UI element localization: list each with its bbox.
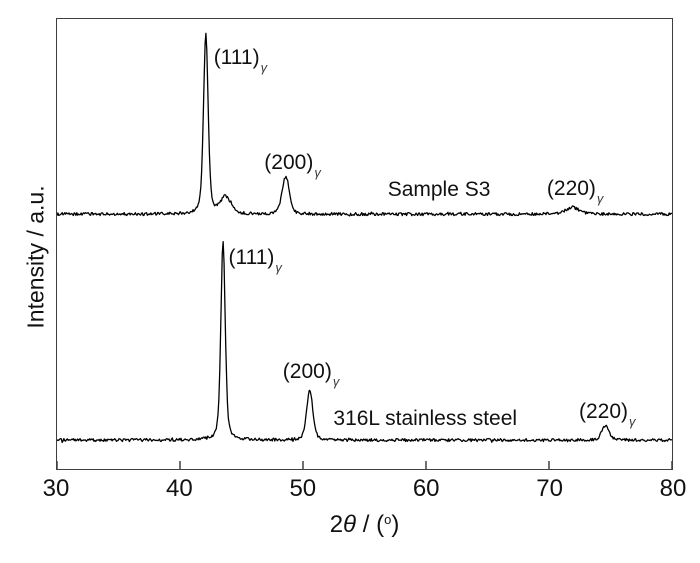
gamma-subscript: γ [275,260,282,275]
x-axis-title-part: θ [343,511,357,538]
xrd-traces [57,32,672,469]
x-tick-label: 50 [289,475,317,502]
trace-sample-s3 [57,32,672,217]
peak-label-220-316l: (220)γ [579,400,636,428]
plot-area: (111)γ (200)γ Sample S3 (220)γ (111)γ (200)γ 3… [56,18,673,470]
annotation-text: (200) [282,360,332,383]
gamma-subscript: γ [260,60,268,75]
gamma-subscript: γ [629,414,636,429]
peak-label-111-316l: (111)γ [228,246,282,274]
series-label-s3: Sample S3 [388,179,491,200]
annotation-text: Sample S3 [387,178,491,201]
peak-label-200-s3: (200)γ [264,151,321,179]
x-axis-title: 2θ / (o) [56,511,673,538]
annotations-layer: (111)γ (200)γ Sample S3 (220)γ (111)γ (200)γ 3… [57,19,672,469]
x-axis-title-part: / ( [356,511,385,538]
gamma-subscript: γ [332,374,340,389]
x-axis-title-part: 2 [329,511,344,538]
trace-316l-stainless-steel [57,240,672,444]
series-label-316l: 316L stainless steel [333,408,517,429]
x-tick-label: 40 [166,475,193,502]
peak-label-200-316l: (200)γ [282,360,340,388]
x-tick-label: 70 [536,475,563,502]
x-tick-label: 60 [412,475,440,502]
annotation-text: (220) [546,177,596,200]
x-axis-tick-labels: 30 40 50 60 70 80 [43,475,687,507]
annotation-text: (111) [213,46,260,69]
peak-label-111-s3: (111)γ [213,46,267,74]
x-tick-label: 30 [42,475,70,502]
annotation-text: 316L stainless steel [333,407,518,430]
annotation-text: (220) [579,400,629,423]
annotation-text: (200) [264,151,314,174]
gamma-subscript: γ [596,191,604,206]
y-axis-title: Intensity / a.u. [22,185,49,329]
gamma-subscript: γ [314,165,321,180]
x-axis-title-part: ) [391,511,400,538]
x-axis-title-part: o [384,512,392,527]
peak-label-220-s3: (220)γ [546,177,604,205]
x-tick-label: 80 [659,475,687,502]
annotation-text: (111) [228,246,275,269]
